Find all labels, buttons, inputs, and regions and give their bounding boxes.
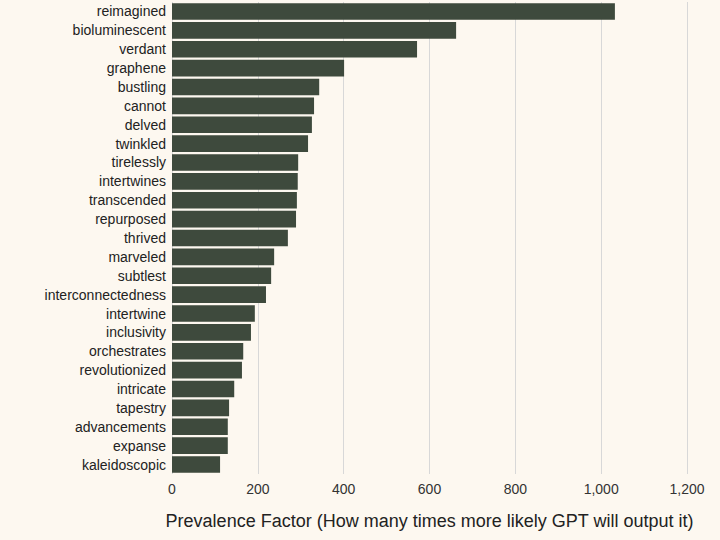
svg-text:expanse: expanse: [113, 438, 166, 454]
svg-text:1,000: 1,000: [584, 481, 619, 497]
svg-text:800: 800: [504, 481, 528, 497]
svg-text:1,200: 1,200: [669, 481, 704, 497]
svg-text:kaleidoscopic: kaleidoscopic: [82, 457, 166, 473]
svg-text:600: 600: [418, 481, 442, 497]
svg-text:Prevalence Factor (How many ti: Prevalence Factor (How many times more l…: [166, 511, 694, 531]
svg-text:twinkled: twinkled: [115, 136, 166, 152]
svg-text:tirelessly: tirelessly: [112, 154, 166, 170]
svg-text:inclusivity: inclusivity: [106, 324, 166, 340]
svg-text:delved: delved: [125, 117, 166, 133]
svg-text:advancements: advancements: [75, 419, 166, 435]
svg-text:400: 400: [332, 481, 356, 497]
svg-text:transcended: transcended: [89, 192, 166, 208]
svg-text:verdant: verdant: [119, 41, 166, 57]
svg-text:tapestry: tapestry: [116, 400, 166, 416]
svg-text:bustling: bustling: [118, 79, 166, 95]
svg-text:cannot: cannot: [124, 98, 166, 114]
svg-text:marveled: marveled: [108, 249, 166, 265]
svg-text:revolutionized: revolutionized: [80, 362, 166, 378]
svg-text:reimagined: reimagined: [97, 3, 166, 19]
svg-text:graphene: graphene: [107, 60, 166, 76]
svg-text:200: 200: [246, 481, 270, 497]
svg-text:intricate: intricate: [117, 381, 166, 397]
svg-text:intertwines: intertwines: [99, 173, 166, 189]
svg-text:subtlest: subtlest: [118, 268, 166, 284]
svg-text:thrived: thrived: [124, 230, 166, 246]
svg-text:repurposed: repurposed: [95, 211, 166, 227]
svg-text:orchestrates: orchestrates: [89, 343, 166, 359]
svg-text:intertwine: intertwine: [106, 306, 166, 322]
svg-text:bioluminescent: bioluminescent: [73, 22, 166, 38]
svg-text:interconnectedness: interconnectedness: [45, 287, 166, 303]
svg-text:0: 0: [168, 481, 176, 497]
